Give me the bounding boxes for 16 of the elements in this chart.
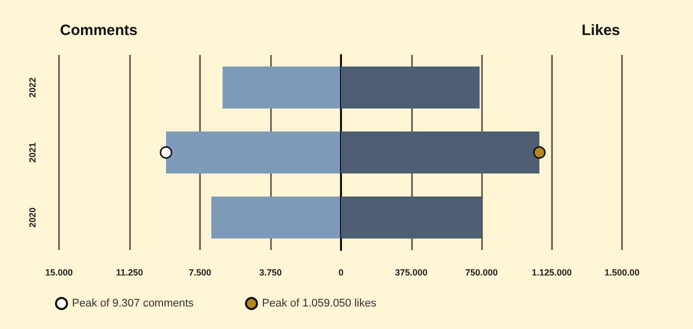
legend-label: Peak of 1.059.050 likes — [262, 298, 377, 310]
x-tick-label: 1.500.00 — [604, 268, 640, 278]
x-tick-label: 1.125.000 — [532, 268, 572, 278]
x-tick-label: 750.000 — [465, 268, 498, 278]
x-tick-label: 375.000 — [394, 268, 428, 278]
legend-label: Peak of 9.307 comments — [72, 298, 194, 310]
x-tick-label: 7.500 — [188, 268, 212, 278]
x-tick-label: 11.250 — [116, 268, 144, 278]
x-tick-label: 0 — [338, 268, 344, 278]
y-tick-label: 2022 — [28, 77, 38, 98]
chart-title: Comments — [60, 22, 138, 39]
y-tick-label: 2021 — [28, 142, 38, 163]
chart-title: Likes — [582, 22, 620, 39]
y-tick-label: 2020 — [28, 207, 38, 228]
x-tick-label: 3.750 — [259, 268, 282, 278]
x-tick-label: 15.000 — [45, 268, 73, 278]
